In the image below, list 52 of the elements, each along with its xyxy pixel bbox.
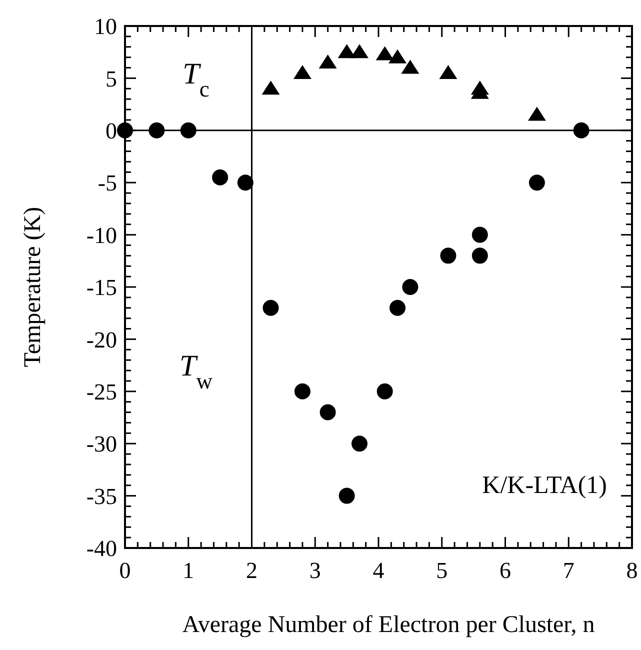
x-tick-label: 4 bbox=[372, 558, 385, 583]
point bbox=[237, 174, 254, 191]
point bbox=[390, 300, 406, 316]
y-tick-label: -35 bbox=[86, 484, 117, 509]
point bbox=[528, 174, 545, 191]
point bbox=[472, 248, 488, 264]
point bbox=[528, 106, 546, 121]
point bbox=[338, 44, 356, 58]
point bbox=[117, 122, 133, 138]
x-tick-label: 6 bbox=[500, 558, 511, 583]
x-tick-label: 3 bbox=[309, 558, 321, 583]
point bbox=[294, 383, 310, 400]
y-tick-label: -30 bbox=[86, 432, 117, 457]
y-tick-label: -10 bbox=[86, 222, 117, 248]
annotation: K/K-LTA(1) bbox=[482, 472, 607, 499]
x-tick-label: 2 bbox=[246, 558, 258, 583]
point bbox=[472, 226, 488, 243]
point bbox=[402, 279, 418, 295]
point bbox=[318, 54, 337, 69]
y-tick-label: 0 bbox=[106, 118, 117, 144]
point bbox=[401, 60, 420, 74]
point bbox=[350, 44, 368, 58]
point bbox=[293, 64, 312, 79]
y-tick-label: 5 bbox=[106, 66, 117, 92]
y-tick-label: -20 bbox=[86, 327, 117, 352]
point bbox=[262, 300, 279, 316]
text: T$_{w}$ bbox=[180, 350, 214, 394]
point bbox=[180, 122, 196, 138]
point bbox=[212, 169, 228, 186]
point bbox=[573, 122, 590, 138]
y-tick-label: -5 bbox=[98, 170, 117, 196]
point bbox=[376, 383, 393, 400]
x-tick-label: 8 bbox=[626, 558, 638, 583]
x-tick-label: 7 bbox=[562, 558, 574, 583]
y-tick-label: -15 bbox=[86, 275, 117, 300]
point bbox=[440, 248, 456, 264]
y-tick-label: 10 bbox=[94, 14, 117, 40]
x-axis-title: Average Number of Electron per Cluster, n bbox=[182, 612, 595, 638]
point bbox=[388, 49, 407, 64]
legend-label: T$_{c}$ bbox=[182, 57, 210, 101]
x-tick-label: 1 bbox=[182, 558, 194, 583]
point bbox=[262, 80, 280, 95]
x-tick-label: 5 bbox=[436, 558, 448, 583]
point bbox=[338, 488, 355, 504]
y-axis-title: Temperature (K) bbox=[20, 206, 46, 368]
point bbox=[439, 64, 458, 79]
point bbox=[148, 122, 165, 138]
point bbox=[320, 404, 336, 420]
point bbox=[351, 436, 368, 452]
point bbox=[376, 46, 394, 60]
y-tick-label: -40 bbox=[86, 536, 117, 562]
y-tick-label: -25 bbox=[86, 379, 117, 404]
